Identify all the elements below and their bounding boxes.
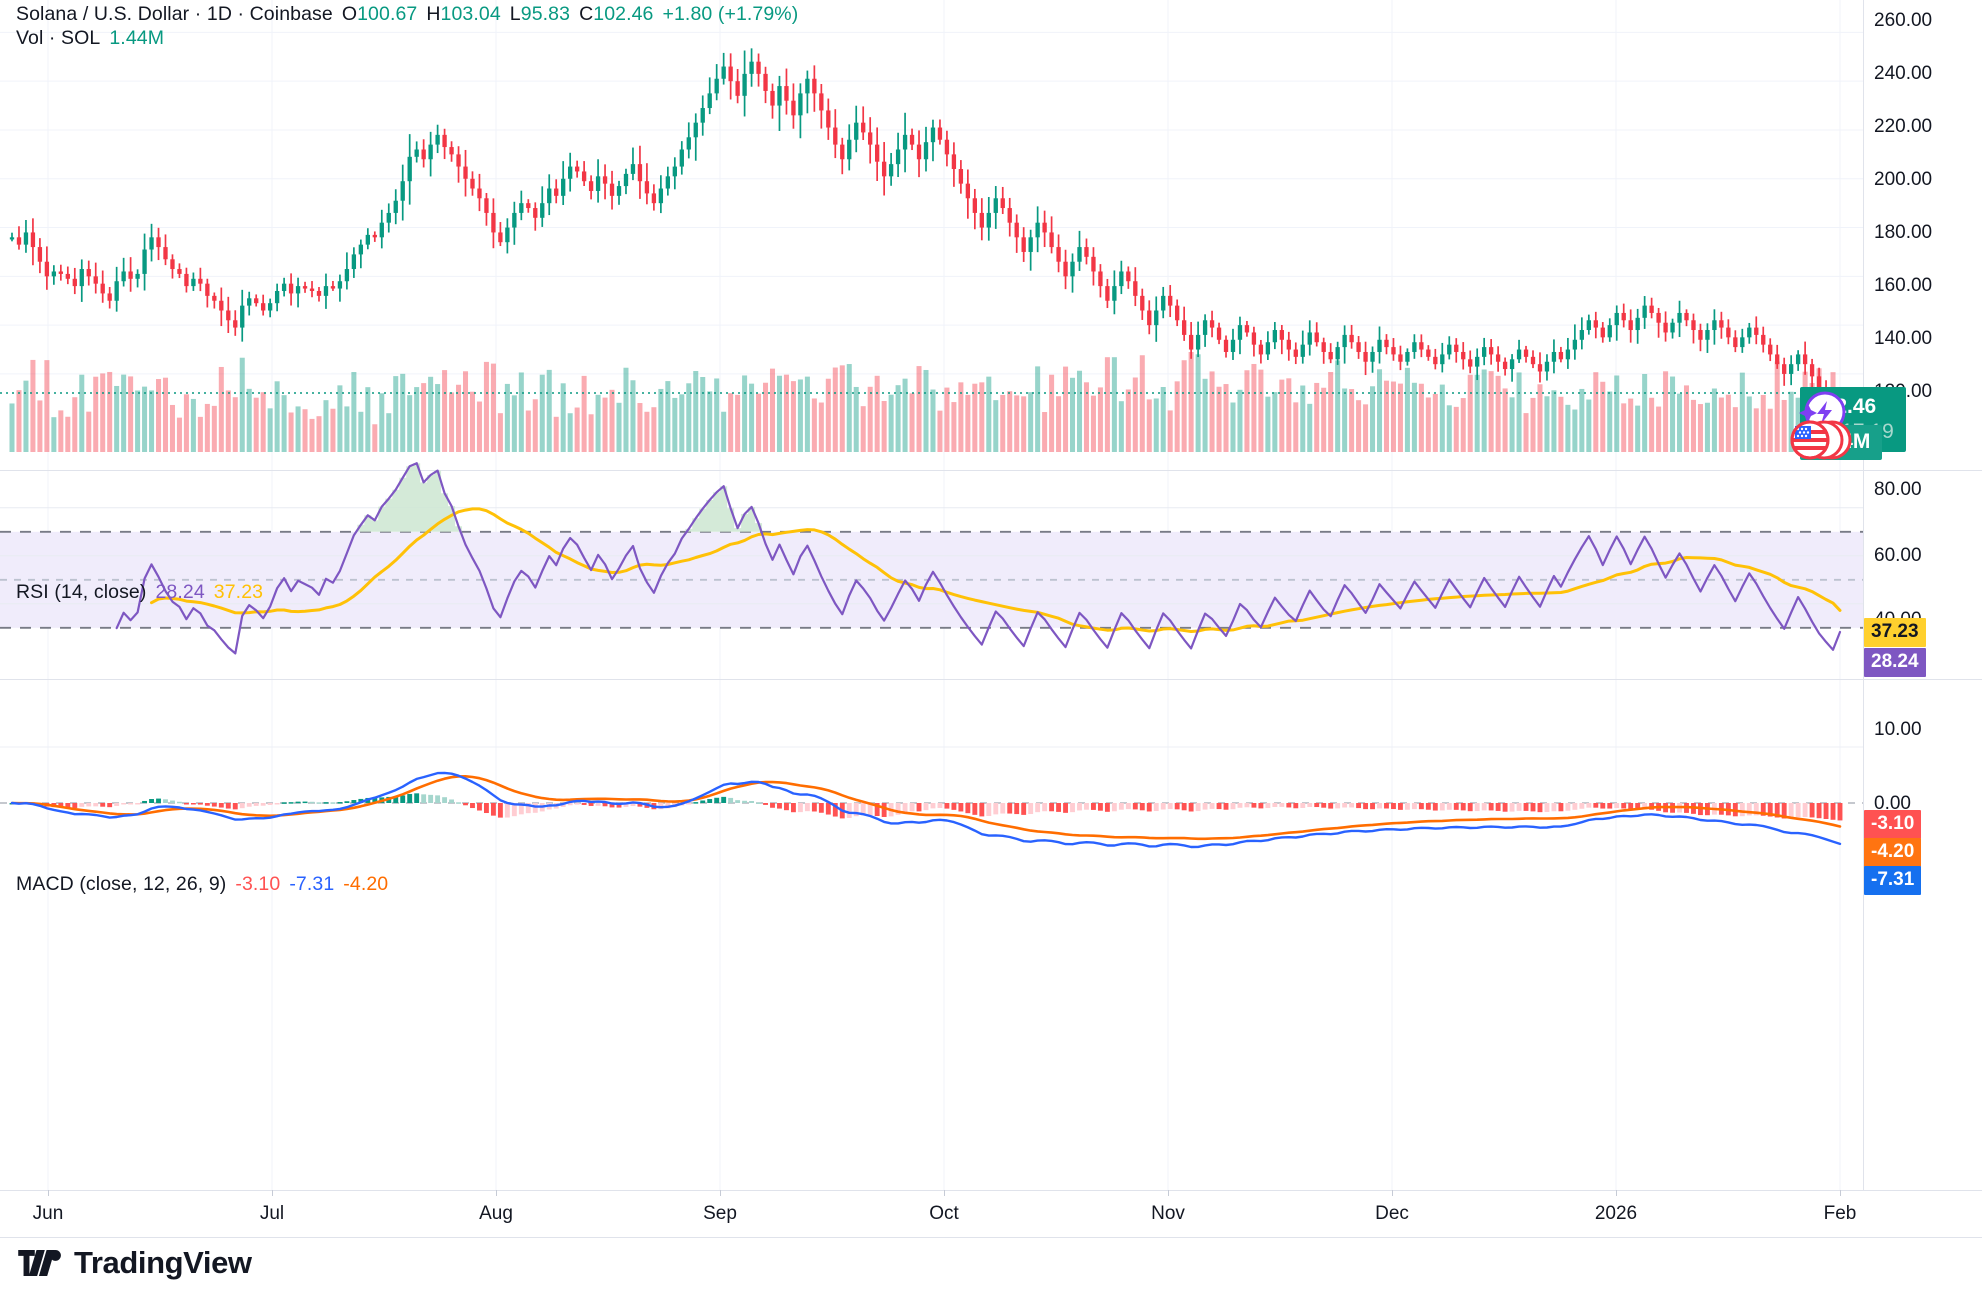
macd-signal-badge[interactable]: -4.20 — [1864, 838, 1922, 867]
price-tick-160: 160.00 — [1874, 275, 1933, 296]
rsi-legend-value: 28.24 — [155, 581, 205, 603]
rsi-canvas — [0, 462, 1863, 679]
price-tick-140: 140.00 — [1874, 328, 1933, 349]
time-axis-tick — [48, 1190, 49, 1196]
price-tick-180: 180.00 — [1874, 222, 1933, 243]
candlestick-canvas — [0, 0, 1863, 470]
ohlc-l-label: L — [509, 3, 521, 25]
price-tick-240: 240.00 — [1874, 63, 1933, 84]
time-axis-label-oct: Oct — [929, 1203, 959, 1224]
macd-canvas — [0, 680, 1863, 1190]
time-axis-tick — [272, 1190, 273, 1196]
macd-tick-10: 10.00 — [1874, 719, 1922, 740]
ohlc-o-value: 100.67 — [357, 3, 418, 25]
rsi-tick-60: 60.00 — [1874, 545, 1922, 566]
time-axis-tick — [1616, 1190, 1617, 1196]
macd-legend-signal: -4.20 — [343, 873, 389, 895]
rsi-pane[interactable] — [0, 462, 1863, 679]
macd-hist-badge[interactable]: -3.10 — [1864, 810, 1922, 839]
ohlc-o-label: O — [341, 3, 358, 25]
time-axis[interactable]: Jun Jul Aug Sep Oct Nov Dec 2026 Feb — [0, 1190, 1982, 1238]
price-pane[interactable] — [0, 0, 1863, 470]
tradingview-wordmark: TradingView — [74, 1245, 252, 1280]
right-price-axis[interactable]: 260.00 240.00 220.00 200.00 180.00 160.0… — [1800, 0, 1982, 1190]
macd-legend-title[interactable]: MACD (close, 12, 26, 9) — [16, 873, 227, 895]
time-axis-bottom-border — [0, 1237, 1982, 1238]
rsi-legend-ma-value: 37.23 — [213, 581, 264, 603]
price-tick-200: 200.00 — [1874, 169, 1933, 190]
time-axis-label-sep: Sep — [703, 1203, 737, 1224]
ohlc-c-value: 102.46 — [593, 3, 654, 25]
price-axis-separator — [1863, 0, 1864, 1190]
time-axis-tick — [1840, 1190, 1841, 1196]
price-tick-260: 260.00 — [1874, 10, 1933, 31]
time-axis-label-feb: Feb — [1823, 1203, 1857, 1224]
time-axis-tick — [496, 1190, 497, 1196]
time-axis-tick — [944, 1190, 945, 1196]
rsi-legend[interactable]: RSI (14, close) 28.24 37.23 — [16, 580, 263, 604]
ohlc-c-label: C — [579, 3, 594, 25]
symbol-title[interactable]: Solana / U.S. Dollar · 1D · Coinbase — [16, 3, 333, 25]
symbol-legend[interactable]: Solana / U.S. Dollar · 1D · Coinbase O100… — [16, 2, 798, 26]
macd-legend[interactable]: MACD (close, 12, 26, 9) -3.10 -7.31 -4.20 — [16, 872, 388, 896]
time-axis-label-nov: Nov — [1151, 1203, 1185, 1224]
volume-legend[interactable]: Vol · SOL 1.44M — [16, 26, 164, 50]
rsi-macd-separator — [0, 679, 1982, 680]
time-axis-label-dec: Dec — [1375, 1203, 1409, 1224]
macd-legend-hist: -3.10 — [235, 873, 281, 895]
macd-tick-0: 0.00 — [1874, 793, 1911, 814]
rsi-ma-badge[interactable]: 37.23 — [1864, 618, 1926, 647]
us-flag-coins-marker[interactable] — [1788, 418, 1856, 467]
macd-pane[interactable] — [0, 680, 1863, 1190]
macd-legend-macd: -7.31 — [289, 873, 335, 895]
time-axis-label-2026: 2026 — [1594, 1203, 1638, 1224]
rsi-legend-title[interactable]: RSI (14, close) — [16, 581, 147, 603]
ohlc-l-value: 95.83 — [520, 3, 571, 25]
price-change: +1.80 (+1.79%) — [662, 3, 799, 25]
price-tick-220: 220.00 — [1874, 116, 1933, 137]
volume-legend-label: Vol · SOL — [16, 27, 101, 49]
macd-xaxis-separator — [0, 1190, 1982, 1191]
time-axis-tick — [1168, 1190, 1169, 1196]
time-axis-label-jul: Jul — [259, 1203, 285, 1224]
time-axis-label-jun: Jun — [32, 1203, 64, 1224]
price-rsi-separator — [0, 470, 1982, 471]
time-axis-label-aug: Aug — [479, 1203, 513, 1224]
macd-value-badge[interactable]: -7.31 — [1864, 866, 1922, 895]
time-axis-tick — [720, 1190, 721, 1196]
tradingview-logo[interactable]: TradingView — [18, 1245, 252, 1281]
rsi-value-badge[interactable]: 28.24 — [1864, 648, 1926, 677]
ohlc-h-value: 103.04 — [440, 3, 501, 25]
time-axis-tick — [1392, 1190, 1393, 1196]
tradingview-mark-icon — [18, 1250, 61, 1276]
rsi-tick-80: 80.00 — [1874, 479, 1922, 500]
ohlc-h-label: H — [426, 3, 441, 25]
volume-legend-value: 1.44M — [109, 27, 165, 49]
